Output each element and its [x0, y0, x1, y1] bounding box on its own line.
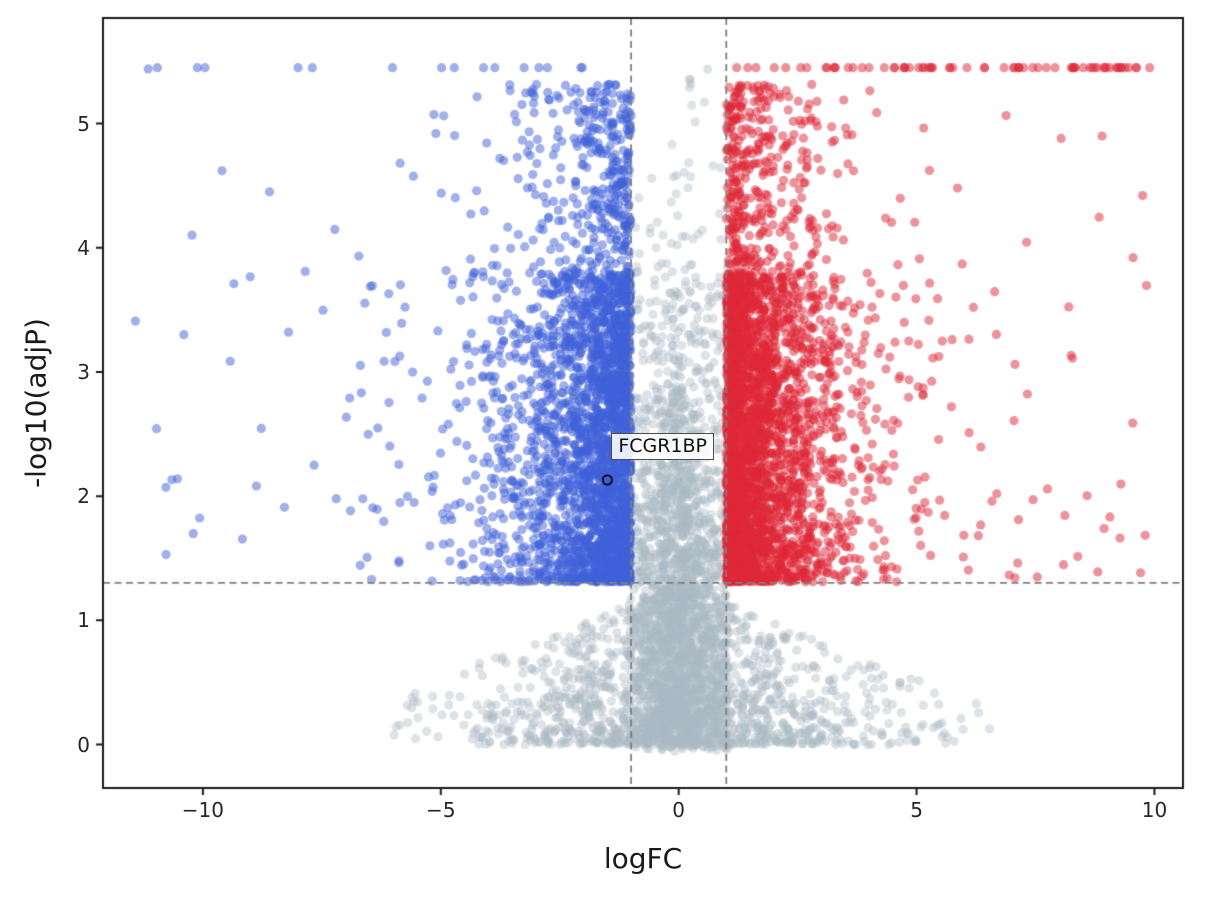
- gene-annotation-label: FCGR1BP: [611, 433, 715, 460]
- x-tick-label: 10: [1141, 798, 1168, 822]
- y-tick-label: 0: [77, 732, 90, 757]
- x-tick-label: 0: [672, 798, 686, 822]
- x-axis-label: logFC: [603, 842, 683, 875]
- x-tick-label: −5: [426, 798, 456, 822]
- x-tick-label: −10: [181, 798, 225, 822]
- y-tick-label: 4: [77, 235, 90, 260]
- y-tick-label: 2: [77, 484, 90, 509]
- y-tick-label: 3: [77, 359, 90, 384]
- y-tick-label: 5: [77, 111, 90, 136]
- y-tick-label: 1: [77, 608, 90, 633]
- y-axis-label: -log10(adjP): [19, 318, 53, 488]
- x-tick-label: 5: [910, 798, 923, 822]
